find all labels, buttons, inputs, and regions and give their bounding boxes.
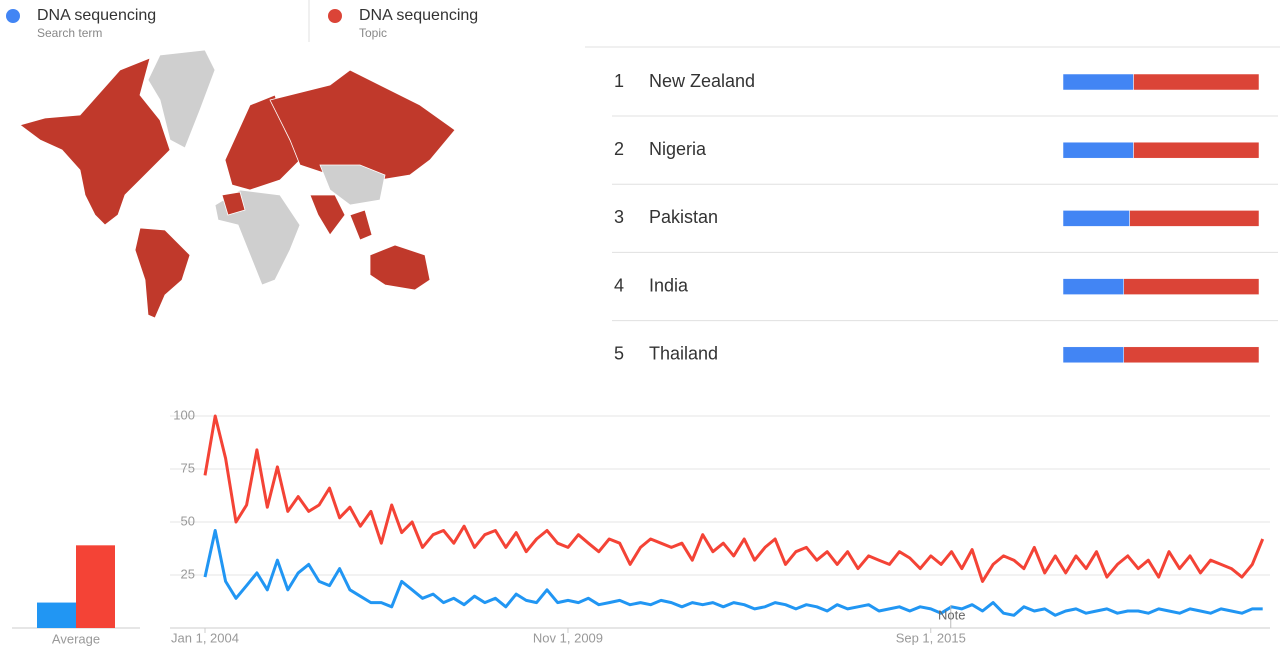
legend-dot [6, 9, 20, 23]
annotation: Note [938, 607, 965, 622]
x-tick-label: Nov 1, 2009 [533, 630, 603, 645]
map-region [349, 209, 373, 241]
share-bar [1062, 278, 1125, 295]
average-bar [37, 602, 76, 628]
rank: 2 [614, 139, 624, 159]
region-name: Pakistan [649, 207, 718, 227]
y-tick-label: 75 [181, 460, 195, 475]
rank: 4 [614, 275, 624, 295]
legend-subtitle: Search term [37, 26, 102, 40]
trend-line [203, 529, 1263, 617]
share-bar [1123, 346, 1260, 364]
x-tick-label: Jan 1, 2004 [171, 630, 239, 645]
map-region [19, 57, 171, 226]
share-bar [1062, 73, 1134, 91]
legend-subtitle: Topic [359, 26, 387, 40]
region-name: New Zealand [649, 71, 755, 91]
region-name: Nigeria [649, 139, 707, 159]
share-bar [1129, 210, 1260, 227]
world-map [19, 49, 456, 319]
map-region [221, 191, 246, 216]
rank: 5 [614, 344, 624, 364]
share-bar [1133, 141, 1260, 159]
x-tick-label: Sep 1, 2015 [896, 630, 966, 645]
y-tick-label: 50 [181, 513, 195, 528]
y-tick-label: 25 [181, 566, 195, 581]
share-bar [1062, 346, 1125, 364]
region-name: India [649, 275, 689, 295]
legend-dot [328, 9, 342, 23]
map-region [369, 244, 431, 291]
y-tick-label: 100 [173, 407, 195, 422]
share-bar [1062, 141, 1134, 159]
map-region [269, 69, 456, 191]
rank: 3 [614, 207, 624, 227]
rank: 1 [614, 71, 624, 91]
map-region [147, 49, 216, 149]
map-region [134, 227, 191, 319]
share-bar [1062, 210, 1130, 227]
map-region [214, 189, 301, 286]
trend-line [203, 414, 1265, 583]
average-bar [76, 545, 115, 628]
share-bar [1123, 278, 1260, 295]
region-name: Thailand [649, 344, 718, 364]
map-region [319, 164, 386, 206]
legend-label: DNA sequencing [359, 7, 478, 24]
legend-label: DNA sequencing [37, 7, 156, 24]
share-bar [1133, 73, 1260, 91]
x-tick-label: Average [52, 631, 100, 646]
map-region [309, 194, 346, 236]
